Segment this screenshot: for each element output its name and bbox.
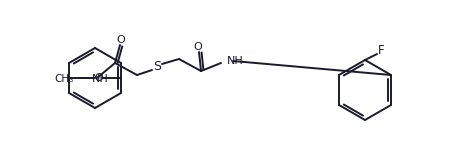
- Text: S: S: [153, 60, 161, 74]
- Text: CH₃: CH₃: [55, 74, 74, 84]
- Text: O: O: [194, 42, 202, 52]
- Text: O: O: [95, 73, 103, 83]
- Text: NH: NH: [227, 56, 244, 66]
- Text: F: F: [378, 44, 384, 57]
- Text: O: O: [117, 35, 125, 45]
- Text: NH: NH: [92, 74, 109, 84]
